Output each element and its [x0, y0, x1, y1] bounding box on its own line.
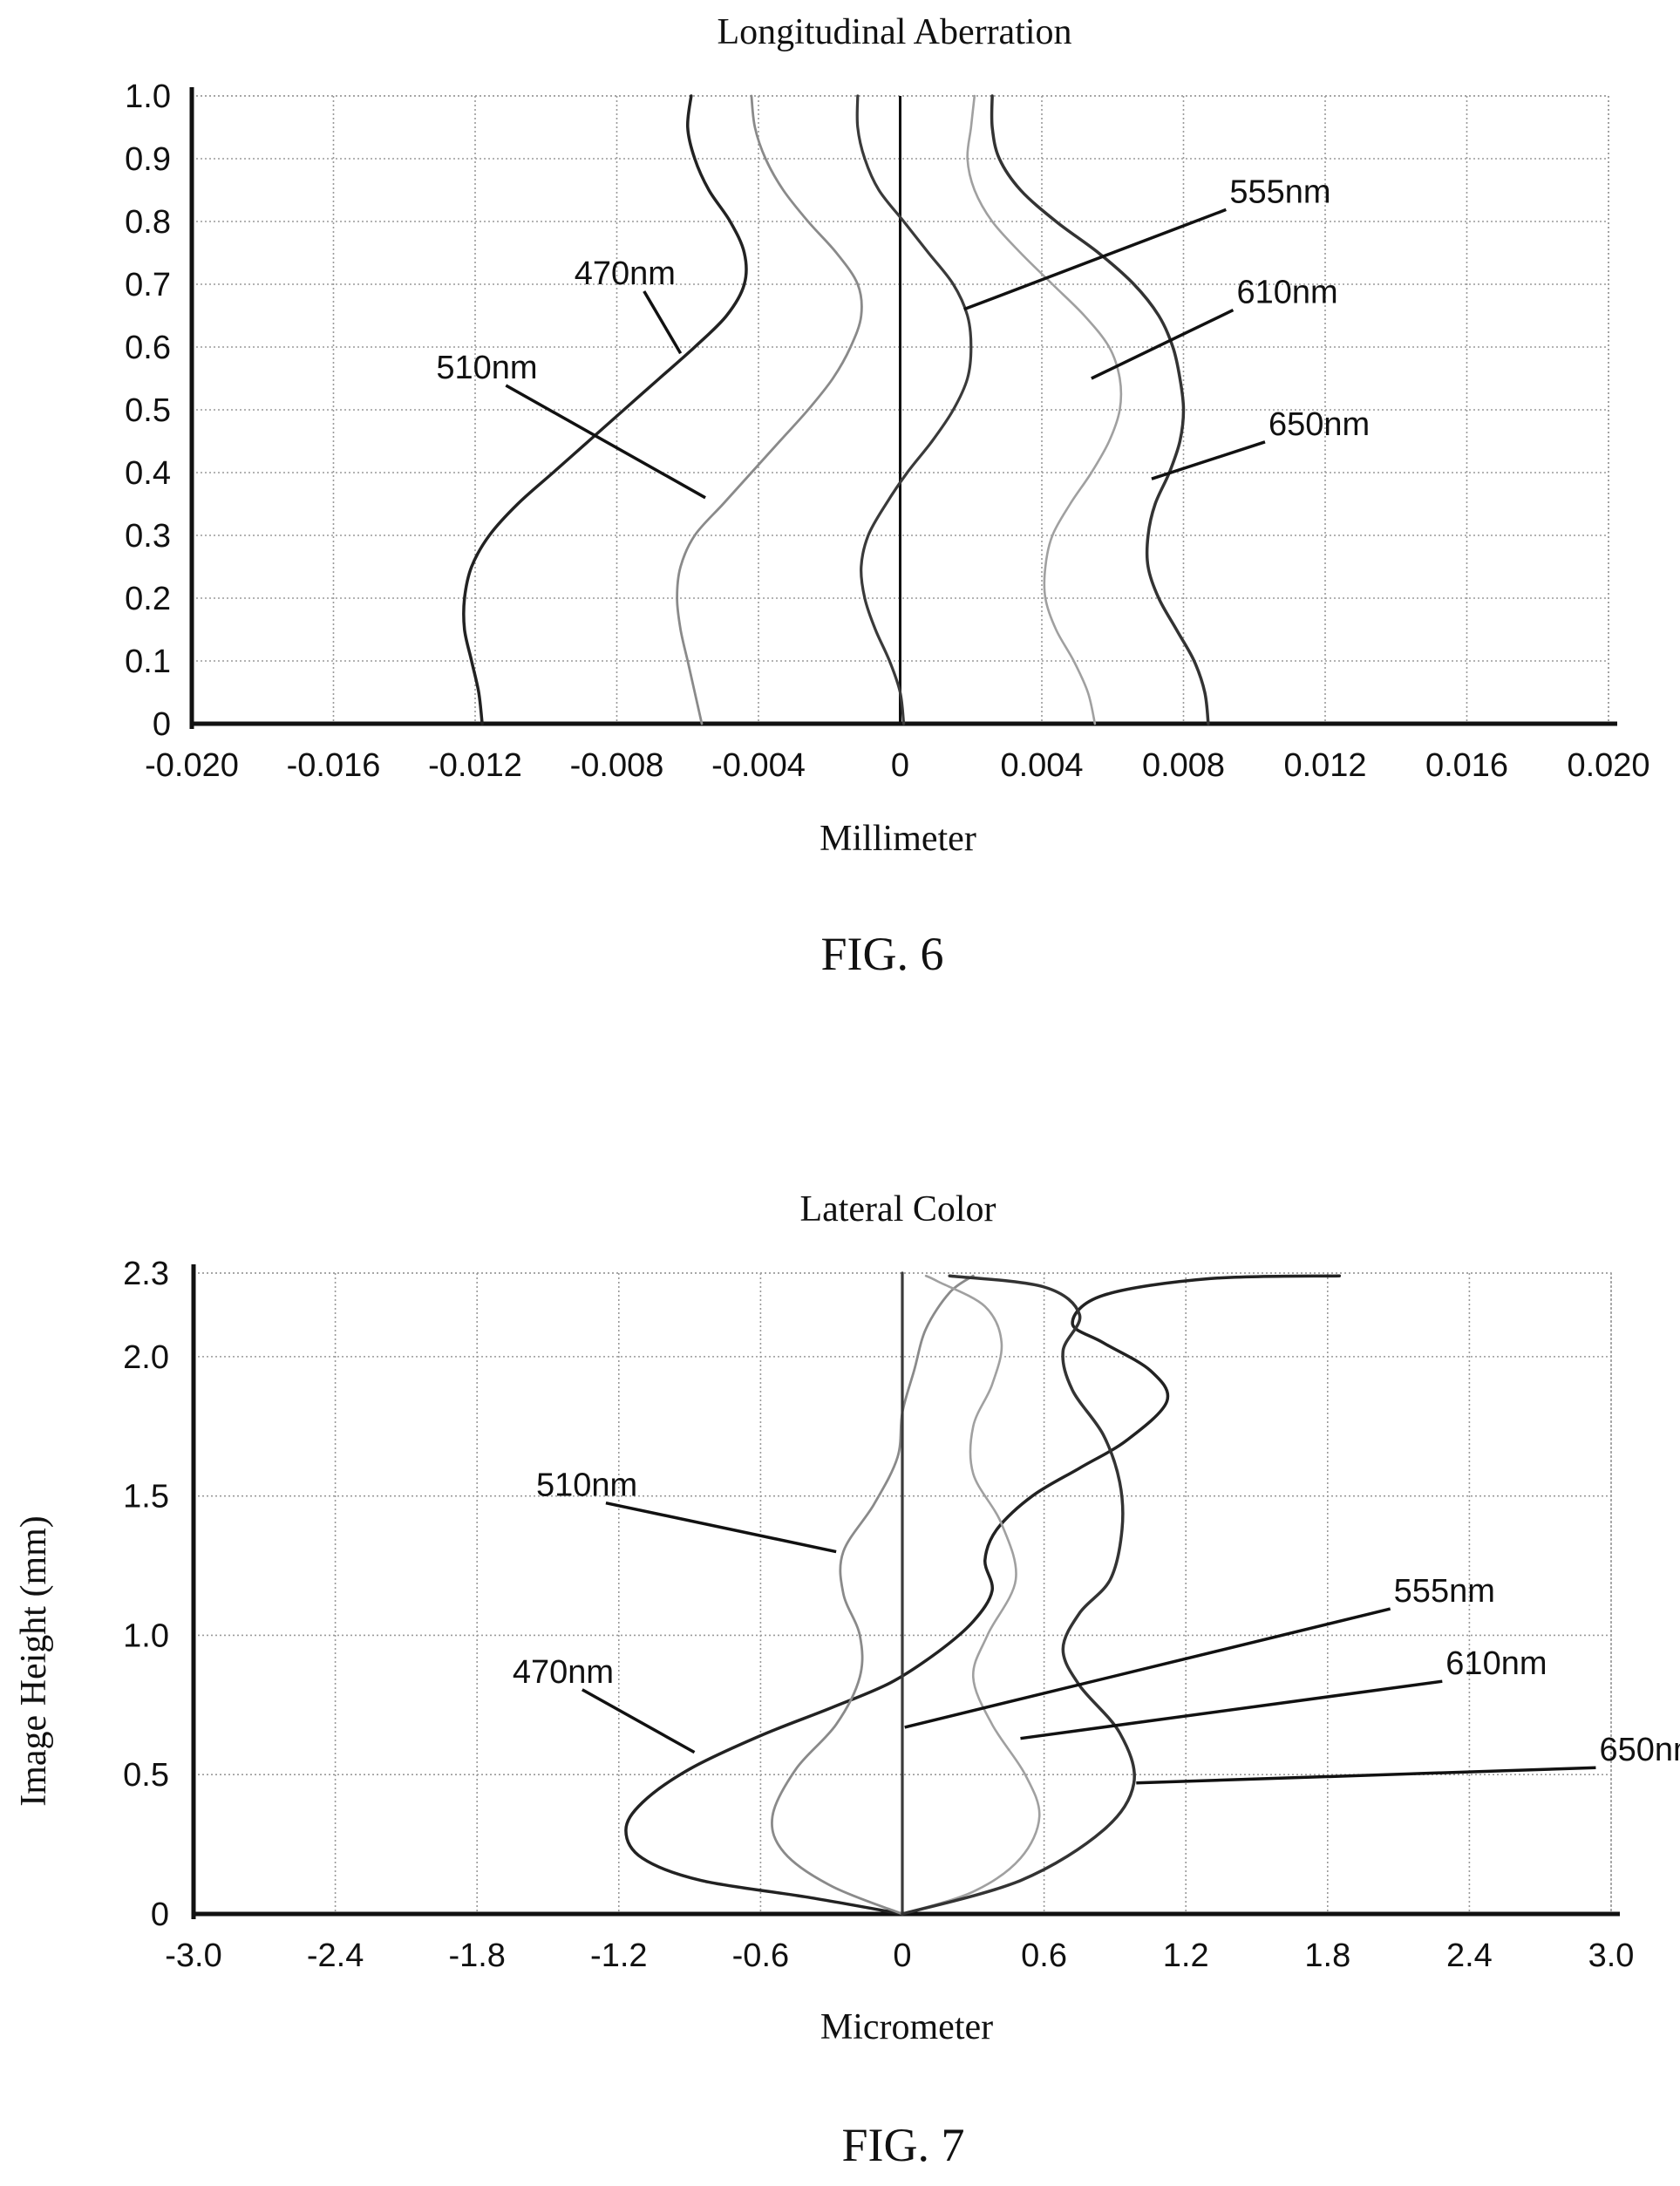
x-tick-labels: -3.0 -2.4 -1.8 -1.2 -0.6 0 0.6 1.2 1.8 2.4 3.0: [165, 1937, 1634, 1974]
series-label-610nm: 610nm: [1445, 1645, 1547, 1682]
series-label-610nm: 610nm: [1236, 275, 1337, 311]
y-tick-label: 2.3: [123, 1256, 169, 1292]
leader-line-555nm: [904, 1607, 1391, 1729]
series-lines: [624, 1271, 1342, 1916]
x-tick-label: 1.8: [1304, 1937, 1350, 1974]
y-tick-label: 0.8: [125, 204, 171, 241]
series-label-650nm: 650nm: [1269, 406, 1370, 443]
x-tick-label: -0.012: [428, 747, 522, 784]
series-label-470nm: 470nm: [575, 255, 676, 292]
series-label-555nm: 555nm: [1394, 1573, 1495, 1610]
leader-line-610nm: [1091, 309, 1234, 380]
y-tick-label: 1.0: [125, 78, 171, 115]
x-tick-label: -2.4: [307, 1937, 364, 1974]
lateral-color-chart: Lateral Color -3.0 -2.4 -1.8 -1.2 -0.6 0 0.6 1.…: [14, 1189, 1680, 2171]
y-tick-label: 2.0: [123, 1339, 169, 1376]
series-label-470nm: 470nm: [513, 1654, 614, 1691]
y-tick-labels: 0 0.1 0.2 0.3 0.4 0.5 0.6 0.7 0.8 0.9 1.0: [125, 78, 171, 743]
y-tick-labels: 0 0.5 1.0 1.5 2.0 2.3: [123, 1256, 169, 1933]
x-tick-label: 0.6: [1021, 1937, 1067, 1974]
series-line-610nm: [901, 1274, 1041, 1916]
x-tick-label: -1.8: [448, 1937, 505, 1974]
x-tick-label: 0.016: [1425, 747, 1508, 784]
series-line-510nm: [771, 1274, 975, 1916]
x-tick-label: 2.4: [1446, 1937, 1493, 1974]
leader-line-555nm: [963, 208, 1227, 311]
x-tick-label: 0: [893, 1937, 911, 1974]
chart-title: Lateral Color: [799, 1189, 996, 1229]
series-line-470nm: [624, 1274, 1342, 1916]
y-tick-label: 0.6: [125, 330, 171, 366]
x-tick-label: 0.012: [1283, 747, 1366, 784]
figure-caption: FIG. 7: [841, 2119, 964, 2171]
series-labels: 470nm 510nm 555nm 610nm 650nm: [436, 174, 1370, 500]
y-tick-label: 0: [153, 706, 171, 743]
axes: [189, 87, 1617, 729]
y-tick-label: 1.0: [123, 1617, 169, 1654]
leader-line-610nm: [1020, 1679, 1443, 1740]
y-tick-label: 0.5: [125, 392, 171, 429]
series-line-470nm: [462, 94, 748, 725]
x-tick-label: -0.004: [711, 747, 806, 784]
y-tick-label: 0.4: [125, 455, 171, 492]
y-tick-label: 0.7: [125, 267, 171, 303]
x-tick-label: 0.008: [1142, 747, 1225, 784]
y-tick-label: 0.9: [125, 141, 171, 178]
x-tick-label: -1.2: [590, 1937, 647, 1974]
x-tick-labels: -0.020 -0.016 -0.012 -0.008 -0.004 0 0.004 0.00…: [145, 747, 1649, 784]
leader-line-650nm: [1136, 1766, 1596, 1785]
y-tick-label: 0: [151, 1897, 169, 1933]
series-label-650nm: 650nm: [1599, 1732, 1680, 1768]
grid: [191, 95, 1609, 725]
x-tick-label: -0.008: [570, 747, 664, 784]
y-tick-label: 0.1: [125, 644, 171, 680]
leader-line-510nm: [605, 1501, 837, 1554]
leader-line-470nm: [581, 1688, 696, 1754]
x-tick-label: -0.6: [732, 1937, 789, 1974]
series-line-510nm: [676, 94, 863, 725]
series-lines: [462, 94, 1210, 725]
series-line-610nm: [966, 94, 1123, 725]
chart-title: Longitudinal Aberration: [717, 12, 1071, 52]
leader-line-470nm: [643, 290, 683, 355]
x-tick-label: 0.020: [1567, 747, 1649, 784]
y-tick-label: 0.2: [125, 581, 171, 617]
y-tick-label: 1.5: [123, 1479, 169, 1515]
series-labels: 470nm 510nm 555nm 610nm 650nm: [513, 1468, 1680, 1785]
x-tick-label: -0.016: [287, 747, 381, 784]
x-tick-label: 0.004: [1000, 747, 1083, 784]
leader-line-650nm: [1151, 440, 1266, 480]
series-label-510nm: 510nm: [536, 1468, 637, 1504]
figure-caption: FIG. 6: [820, 928, 943, 980]
x-axis-label: Millimeter: [820, 819, 976, 859]
series-line-555nm: [855, 94, 973, 725]
y-axis-label: Image Height (mm): [14, 1515, 54, 1807]
leader-line-510nm: [505, 384, 706, 500]
y-tick-label: 0.3: [125, 518, 171, 555]
y-tick-label: 0.5: [123, 1757, 169, 1794]
series-label-555nm: 555nm: [1229, 174, 1330, 210]
series-line-650nm: [901, 1274, 1136, 1916]
x-axis-label: Micrometer: [820, 2007, 993, 2047]
x-tick-label: 3.0: [1588, 1937, 1635, 1974]
x-tick-label: -0.020: [145, 747, 239, 784]
x-tick-label: 1.2: [1163, 1937, 1209, 1974]
series-line-650nm: [990, 94, 1210, 725]
x-tick-label: -3.0: [165, 1937, 221, 1974]
x-tick-label: 0: [891, 747, 909, 784]
series-label-510nm: 510nm: [436, 350, 537, 386]
longitudinal-aberration-chart: Longitudinal Aberration -0.020 -0.016 -0.0…: [125, 12, 1649, 980]
